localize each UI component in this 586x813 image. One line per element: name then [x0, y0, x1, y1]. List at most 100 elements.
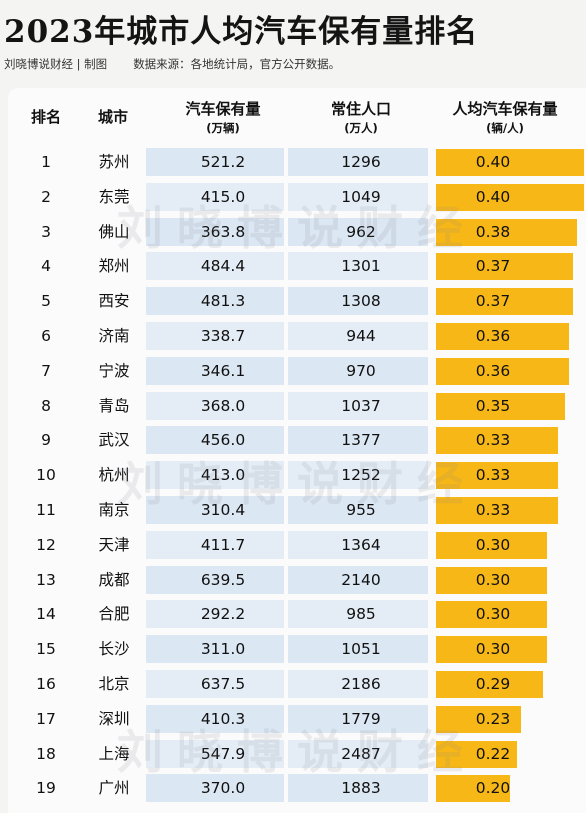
- per-capita-bar: [436, 775, 510, 803]
- rank-cell: 7: [41, 361, 51, 380]
- column-divider: [284, 391, 288, 420]
- cars-cell: 363.8: [200, 222, 246, 241]
- city-cell: 长沙: [98, 640, 130, 659]
- cars-cell: 484.4: [200, 257, 246, 276]
- rank-cell: 9: [41, 431, 51, 450]
- column-divider: [284, 252, 288, 281]
- city-cell: 天津: [98, 535, 130, 554]
- rank-cell: 2: [41, 187, 51, 206]
- table-row: 12 天津 411.7 1364 0.30: [22, 530, 582, 560]
- row-band: [146, 287, 428, 316]
- cars-cell: 637.5: [200, 675, 246, 693]
- table-row: 10 杭州 413.0 1252 0.33: [22, 460, 582, 490]
- table-row: 18 上海 547.9 2487 0.22: [22, 739, 582, 769]
- city-cell: 东莞: [98, 187, 130, 206]
- per-capita-label: 0.33: [475, 501, 511, 519]
- rank-cell: 6: [41, 327, 51, 345]
- cars-cell: 410.3: [200, 709, 246, 728]
- city-cell: 南京: [98, 501, 130, 519]
- per-capita-label: 0.20: [475, 779, 511, 798]
- city-cell: 成都: [98, 570, 130, 589]
- column-divider: [284, 530, 288, 559]
- column-divider: [284, 461, 288, 490]
- table-header: 排名 城市 汽车保有量 (万辆) 常住人口 (万人) 人均汽车保有量 (辆/人): [8, 98, 586, 144]
- table-row: 11 南京 310.4 955 0.33: [22, 495, 582, 525]
- table-row: 8 青岛 368.0 1037 0.35: [22, 391, 582, 421]
- table-row: 5 西安 481.3 1308 0.37: [22, 286, 582, 316]
- cars-cell: 411.7: [200, 535, 246, 554]
- population-cell: 955: [346, 501, 376, 519]
- rank-cell: 4: [41, 257, 51, 276]
- per-capita-label: 0.22: [475, 744, 511, 763]
- city-cell: 杭州: [98, 466, 130, 485]
- population-cell: 970: [346, 361, 376, 380]
- per-capita-bar: [436, 218, 577, 246]
- table-row: 9 武汉 456.0 1377 0.33: [22, 425, 582, 455]
- per-capita-bar: [436, 149, 584, 176]
- rank-cell: 12: [36, 535, 56, 554]
- row-band: [146, 565, 428, 594]
- column-divider: [284, 635, 288, 664]
- per-capita-label: 0.33: [475, 431, 511, 450]
- population-cell: 1296: [341, 153, 381, 171]
- row-band: [146, 252, 428, 281]
- rank-cell: 1: [41, 153, 51, 171]
- per-capita-bar: [436, 705, 521, 733]
- per-capita-label: 0.30: [475, 640, 511, 659]
- city-cell: 武汉: [98, 431, 130, 450]
- column-divider: [284, 182, 288, 211]
- per-capita-bar: [436, 740, 517, 768]
- row-band: [146, 774, 428, 803]
- cars-cell: 310.4: [200, 501, 246, 519]
- col-header-cars: 汽车保有量 (万辆): [158, 100, 288, 137]
- per-capita-bar: [436, 671, 543, 698]
- col-header-per-capita-label: 人均汽车保有量: [452, 100, 558, 118]
- col-header-per-capita-unit: (辆/人): [486, 121, 524, 135]
- rank-cell: 8: [41, 396, 51, 415]
- per-capita-label: 0.37: [475, 257, 511, 276]
- population-cell: 962: [346, 222, 376, 241]
- per-capita-label: 0.36: [475, 327, 511, 345]
- per-capita-label: 0.40: [475, 187, 511, 206]
- per-capita-label: 0.30: [475, 535, 511, 554]
- rank-cell: 14: [36, 605, 56, 624]
- city-cell: 深圳: [98, 709, 130, 728]
- rank-cell: 19: [36, 779, 56, 798]
- per-capita-label: 0.30: [475, 570, 511, 589]
- col-header-population-unit: (万人): [344, 121, 378, 135]
- column-divider: [284, 496, 288, 524]
- population-cell: 1308: [341, 292, 381, 311]
- cars-cell: 370.0: [200, 779, 246, 798]
- row-band: [146, 322, 428, 350]
- row-band: [146, 426, 428, 455]
- row-band: [146, 217, 428, 246]
- population-cell: 1779: [341, 709, 381, 728]
- per-capita-label: 0.37: [475, 292, 511, 311]
- table-row: 14 合肥 292.2 985 0.30: [22, 599, 582, 629]
- per-capita-bar: [436, 427, 558, 455]
- per-capita-bar: [436, 357, 569, 385]
- rank-cell: 15: [36, 640, 56, 659]
- row-band: [146, 356, 428, 385]
- cars-cell: 292.2: [200, 605, 246, 624]
- city-cell: 西安: [98, 292, 130, 311]
- row-band: [146, 496, 428, 524]
- column-divider: [284, 356, 288, 385]
- per-capita-label: 0.40: [475, 153, 511, 171]
- column-divider: [284, 704, 288, 733]
- col-header-city: 城市: [97, 108, 128, 126]
- row-band: [146, 182, 428, 211]
- per-capita-label: 0.38: [475, 222, 511, 241]
- population-cell: 2140: [341, 570, 381, 589]
- rank-cell: 13: [36, 570, 56, 589]
- per-capita-bar: [436, 601, 547, 629]
- per-capita-bar: [436, 323, 569, 350]
- population-cell: 1301: [341, 257, 381, 276]
- per-capita-label: 0.35: [475, 396, 511, 415]
- cars-cell: 521.2: [200, 153, 246, 171]
- rank-cell: 3: [41, 222, 51, 241]
- table-row: 4 郑州 484.4 1301 0.37: [22, 251, 582, 281]
- table-row: 2 东莞 415.0 1049 0.40: [22, 182, 584, 212]
- row-band: [146, 600, 428, 629]
- table-row: 13 成都 639.5 2140 0.30: [22, 565, 582, 595]
